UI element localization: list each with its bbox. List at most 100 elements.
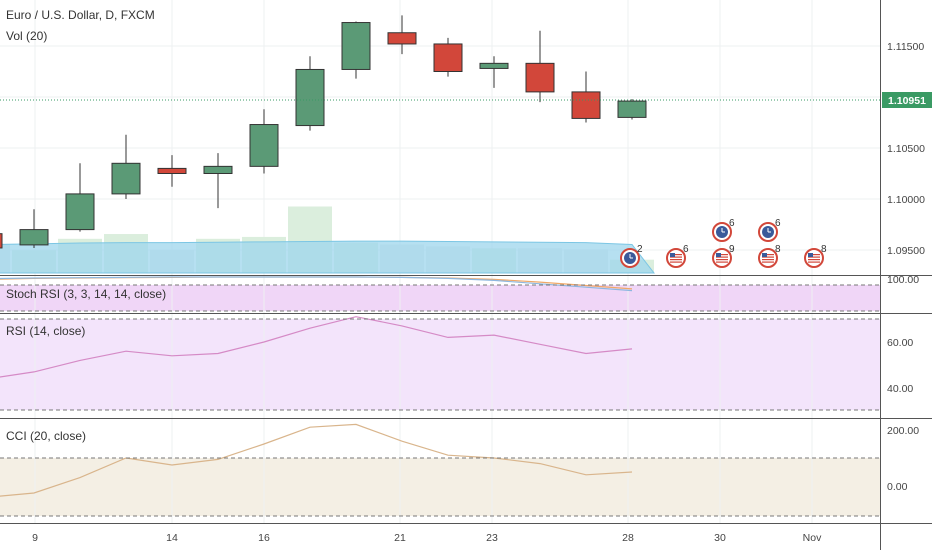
rsi-band [0,319,880,410]
flag-canton [670,253,675,257]
time-tick: 23 [486,532,498,544]
candle-body [525,62,555,93]
candle-body [387,32,417,45]
cci-tick-0: 0.00 [887,481,908,493]
event-count: 8 [775,244,781,255]
candle [341,21,371,79]
flag-stripe [716,259,728,261]
candle [617,99,647,120]
clock-icon[interactable]: 6 [758,218,781,242]
last-price-label: 1.10951 [888,95,926,107]
flag-canton [716,253,721,257]
rsi-series [0,316,633,378]
candle-body [341,22,371,70]
volume-average [0,240,656,274]
candle-body [0,233,3,249]
candle [525,30,555,103]
economic-events[interactable]: 2 6 6 9 6 8 8 [620,218,827,268]
candle-body [111,162,141,195]
time-tick: Nov [803,532,822,544]
stoch-axis-label: 100.00 [887,274,919,286]
cci-band [0,458,880,516]
candle-body [65,193,95,231]
candle [295,56,325,131]
flag-stripe [670,256,682,258]
flag-stripe [762,259,774,261]
flag-stripe [670,261,682,263]
rsi-tick-40: 40.00 [887,383,913,395]
stoch-k-line [0,276,633,292]
candle [157,155,187,187]
candle-body [617,100,647,118]
cci-line [0,423,633,497]
event-count: 2 [637,244,643,255]
cci-title: CCI (20, close) [6,429,86,443]
candle [111,134,141,199]
us-flag-icon[interactable]: 6 [666,244,689,268]
us-flag-icon[interactable]: 8 [804,244,827,268]
time-tick: 16 [258,532,270,544]
event-count: 8 [821,244,827,255]
flag-stripe [762,254,774,256]
candle [387,15,417,55]
rsi-line [0,316,633,378]
us-flag-icon[interactable]: 8 [758,244,781,268]
volume-title: Vol (20) [6,29,47,43]
rsi-tick-60: 60.00 [887,337,913,349]
time-tick: 30 [714,532,726,544]
flag-stripe [716,261,728,263]
time-axis[interactable]: 9 14 16 21 23 28 30 Nov [32,532,822,544]
event-count: 9 [729,244,735,255]
price-tick: 1.09500 [887,245,925,257]
stoch-rsi-lines [0,276,633,292]
candle-body [203,165,233,175]
price-axis[interactable]: 1.11500 1.10500 1.10000 1.09500 [887,41,925,257]
rsi-title: RSI (14, close) [6,324,85,338]
candle [0,233,3,249]
candle [249,109,279,174]
time-tick: 9 [32,532,38,544]
cci-series [0,423,633,497]
candle [479,56,509,88]
flag-stripe [716,254,728,256]
candle-body [295,68,325,127]
candles[interactable] [0,15,647,249]
flag-canton [762,253,767,257]
symbol-title: Euro / U.S. Dollar, D, FXCM [6,8,155,22]
event-count: 6 [775,218,781,229]
price-tick: 1.10500 [887,143,925,155]
candle-body [19,229,49,246]
clock-icon[interactable]: 2 [620,244,643,268]
candle [433,37,463,77]
clock-icon[interactable]: 6 [712,218,735,242]
candle-body [249,124,279,167]
candle-body [479,62,509,69]
flag-stripe [670,259,682,261]
candle [203,153,233,209]
time-tick: 21 [394,532,406,544]
stoch-rsi-title: Stoch RSI (3, 3, 14, 14, close) [6,287,166,301]
flag-stripe [808,256,820,258]
candle-body [433,43,463,72]
candle-body [157,167,187,174]
cci-tick-200: 200.00 [887,425,919,437]
flag-stripe [762,261,774,263]
price-tick: 1.11500 [887,41,924,53]
candle [65,163,95,232]
volume-average-area [0,240,656,274]
flag-stripe [716,256,728,258]
flag-canton [808,253,813,257]
flag-stripe [670,254,682,256]
candle [19,209,49,248]
time-tick: 28 [622,532,634,544]
event-count: 6 [683,244,689,255]
stoch-band [0,285,880,311]
candle-body [571,91,601,119]
flag-stripe [808,259,820,261]
us-flag-icon[interactable]: 9 [712,244,735,268]
last-price-badge [882,92,932,108]
flag-stripe [808,254,820,256]
candle [571,71,601,123]
